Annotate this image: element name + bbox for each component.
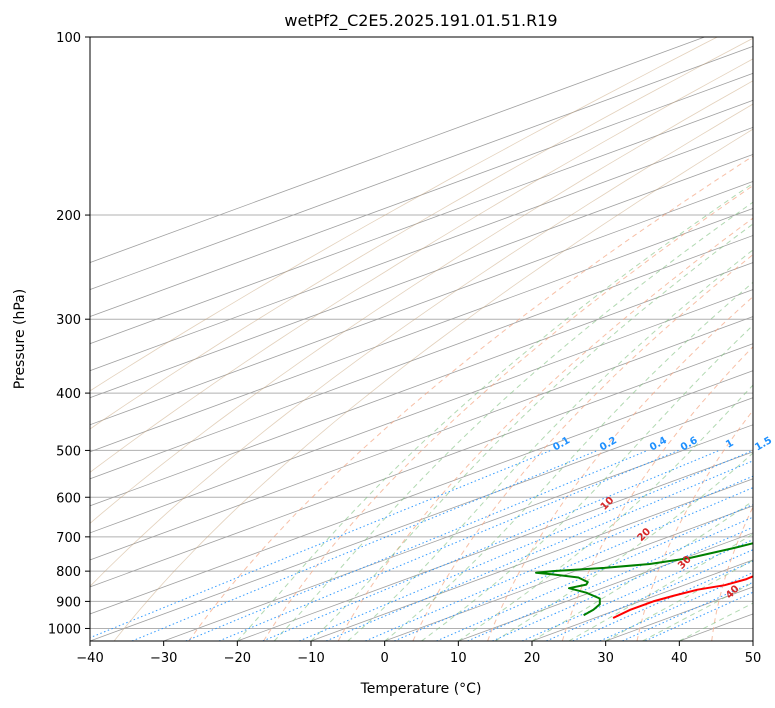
y-tick-label: 1000 xyxy=(48,622,81,637)
mixing-ratio-line xyxy=(262,449,720,641)
y-axis-label: Pressure (hPa) xyxy=(12,289,28,389)
dry-adiabat-line xyxy=(263,184,753,641)
mixing-ratio-line xyxy=(622,581,753,641)
mixing-ratio-line xyxy=(185,449,648,641)
mixing-ratio-line xyxy=(131,449,598,641)
isotherm-line xyxy=(384,505,753,641)
y-tick-label: 600 xyxy=(56,491,81,506)
moist-adiabat-line xyxy=(568,533,753,641)
adiabat-curve xyxy=(90,80,753,524)
series-layer xyxy=(535,542,753,619)
mixing-ratio-line xyxy=(299,449,753,641)
x-tick-label: 10 xyxy=(450,651,467,666)
plot-frame xyxy=(89,36,754,642)
moist-adiabat-line xyxy=(347,249,753,641)
x-tick-label: 20 xyxy=(524,651,541,666)
mixing-ratio-line xyxy=(218,449,679,641)
y-tick-label: 700 xyxy=(56,531,81,546)
moist-adiabat-line xyxy=(531,500,753,641)
isotherm-line xyxy=(90,153,753,399)
mixing-ratio-line xyxy=(325,460,753,641)
x-tick-label: 30 xyxy=(597,651,614,666)
x-tick-label: 50 xyxy=(745,651,762,666)
chart-title: wetPf2_C2E5.2025.191.01.51.R19 xyxy=(284,11,557,31)
moist-adiabat-line xyxy=(310,223,753,641)
isotherm-line xyxy=(90,397,753,641)
mixing-ratio-label: 1 xyxy=(724,438,736,451)
isotherm-line xyxy=(90,370,753,615)
y-tick-label: 300 xyxy=(56,313,81,328)
adiabat-curve xyxy=(90,37,718,392)
moist-adiabat-line xyxy=(494,452,753,641)
x-tick-label: −30 xyxy=(150,651,177,666)
background-line-layer xyxy=(90,37,753,641)
adiabat-curve xyxy=(113,128,753,641)
x-axis-label: Temperature (°C) xyxy=(360,681,482,697)
isotherm-line xyxy=(163,424,753,641)
mixing-ratio-line xyxy=(365,475,753,641)
isotherm-line xyxy=(90,181,753,426)
y-tick-label: 200 xyxy=(56,209,81,224)
mixing-ratio-line xyxy=(436,503,753,641)
dry-adiabat-line xyxy=(487,296,753,641)
y-tick-label: 800 xyxy=(56,565,81,580)
isotherm-line xyxy=(310,478,753,641)
isotherm-line xyxy=(90,235,753,480)
x-tick-label: 40 xyxy=(671,651,688,666)
dewpoint-profile-line xyxy=(535,542,753,617)
x-tick-label: −10 xyxy=(297,651,324,666)
isotherm-line xyxy=(90,37,705,263)
dry-adiabat-line xyxy=(188,155,753,641)
y-tick-label: 500 xyxy=(56,444,81,459)
isotherm-line xyxy=(90,99,753,345)
x-tick-label: −20 xyxy=(224,651,251,666)
mixing-ratio-line xyxy=(546,549,753,641)
moist-adiabat-line xyxy=(273,201,753,641)
adiabat-curve xyxy=(90,58,753,473)
isotherm-line xyxy=(90,262,753,507)
isotherm-line xyxy=(237,451,753,641)
isotherm-line xyxy=(90,45,753,291)
adiabat-curve xyxy=(90,37,753,430)
mixing-ratio-line xyxy=(599,572,753,641)
dry-adiabat-line xyxy=(412,253,753,641)
isotherm-line xyxy=(90,316,753,561)
isotherm-line xyxy=(458,532,753,641)
axis-tick-layer: −40 −30 −20 −10 0 10 20 30 40 50 100 200 300 400 500 60… xyxy=(48,31,761,666)
isotherm-line xyxy=(90,289,753,534)
isotherm-line xyxy=(90,72,753,318)
x-tick-label: 0 xyxy=(381,651,389,666)
y-tick-label: 900 xyxy=(56,595,81,610)
mixing-ratio-line xyxy=(644,591,753,641)
dry-adiabat-line xyxy=(337,217,753,641)
adiabat-curve xyxy=(90,103,753,587)
y-tick-label: 100 xyxy=(56,31,81,46)
isotherm-line xyxy=(90,343,753,588)
x-tick-label: −40 xyxy=(76,651,103,666)
mixing-ratio-line xyxy=(572,560,753,641)
y-tick-label: 400 xyxy=(56,387,81,402)
isotherm-line xyxy=(90,126,753,372)
dry-adiabat-line xyxy=(561,345,753,641)
isotherm-line xyxy=(90,208,753,453)
